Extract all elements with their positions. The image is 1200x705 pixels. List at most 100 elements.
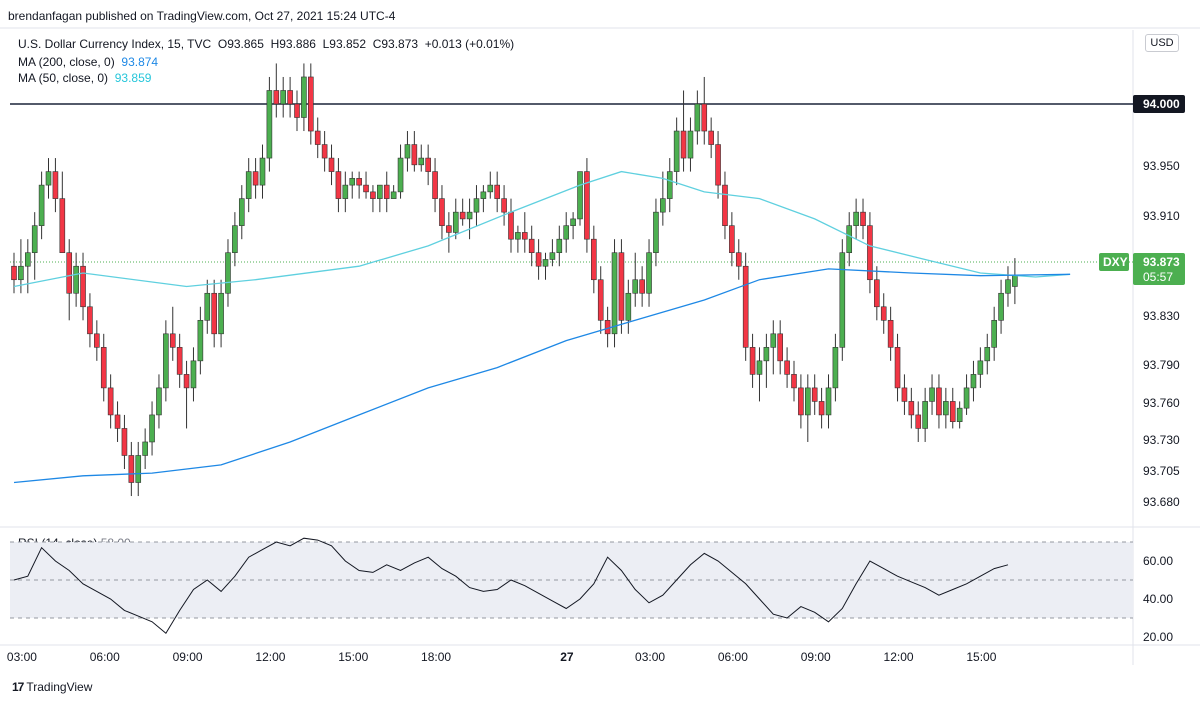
candle-body bbox=[680, 130, 687, 159]
candle-body bbox=[591, 238, 597, 281]
candle-body bbox=[832, 347, 839, 389]
candle-body bbox=[708, 130, 714, 145]
price-axis-label: 93.830 bbox=[1143, 309, 1180, 323]
candle-body bbox=[225, 252, 231, 294]
candle-body bbox=[169, 333, 176, 348]
candle-body bbox=[639, 279, 645, 294]
candle-body bbox=[432, 171, 438, 199]
candle-body bbox=[984, 347, 991, 362]
ma200-line bbox=[13, 268, 1071, 484]
price-axis-label: 93.910 bbox=[1143, 209, 1180, 223]
candle-body bbox=[660, 198, 666, 213]
price-axis-label: 93.950 bbox=[1143, 159, 1180, 173]
candle-body bbox=[729, 225, 735, 254]
candle-body bbox=[197, 319, 204, 362]
candle-body bbox=[149, 414, 155, 443]
candle-body bbox=[874, 279, 880, 308]
rsi-axis-label: 20.00 bbox=[1143, 630, 1173, 644]
candle-body bbox=[301, 76, 307, 118]
candle-body bbox=[735, 252, 742, 267]
candle-body bbox=[597, 279, 604, 321]
ohlc-close: C93.873 bbox=[372, 37, 419, 51]
candle-body bbox=[204, 292, 211, 321]
candle-body bbox=[929, 387, 935, 402]
candle-body bbox=[715, 144, 721, 186]
price-axis-label: 93.760 bbox=[1143, 396, 1180, 410]
candle-body bbox=[611, 252, 618, 335]
candle-body bbox=[846, 225, 853, 254]
candle-body bbox=[308, 76, 314, 132]
candle-body bbox=[798, 387, 804, 416]
candle-body bbox=[390, 191, 397, 199]
candle-body bbox=[825, 387, 832, 416]
candle-body bbox=[867, 225, 873, 281]
symbol-legend: U.S. Dollar Currency Index, 15, TVC O93.… bbox=[18, 37, 514, 51]
candle-body bbox=[232, 225, 238, 254]
symbol-tag bbox=[1099, 253, 1129, 271]
candle-body bbox=[673, 130, 680, 172]
ma200-legend[interactable]: MA (200, close, 0) 93.874 bbox=[18, 55, 158, 69]
candle-body bbox=[349, 178, 356, 186]
candle-body bbox=[791, 374, 797, 389]
ma50-legend[interactable]: MA (50, close, 0) 93.859 bbox=[18, 71, 151, 85]
candle-body bbox=[922, 401, 928, 429]
candle-body bbox=[784, 360, 790, 375]
time-axis-label: 03:00 bbox=[7, 650, 37, 664]
hline-price-tag bbox=[1133, 95, 1185, 113]
candle-body bbox=[777, 333, 783, 362]
candle-body bbox=[128, 455, 135, 483]
candle-body bbox=[521, 232, 528, 240]
candle-body bbox=[446, 225, 452, 233]
time-axis-label: 12:00 bbox=[884, 650, 914, 664]
ma50-value: 93.859 bbox=[114, 71, 152, 85]
candle-body bbox=[238, 198, 245, 226]
candle-body bbox=[494, 184, 500, 199]
footer-brand[interactable]: 17 TradingView bbox=[12, 680, 92, 694]
candle-body bbox=[135, 455, 142, 483]
candle-body bbox=[142, 441, 148, 456]
candle-body bbox=[294, 103, 300, 118]
candle-body bbox=[259, 157, 266, 186]
candle-body bbox=[211, 292, 217, 335]
candle-body bbox=[956, 407, 963, 422]
candle-body bbox=[563, 225, 570, 240]
candle-body bbox=[901, 387, 908, 402]
candle-body bbox=[949, 401, 956, 422]
candle-body bbox=[466, 211, 473, 220]
candle-body bbox=[439, 198, 445, 226]
candle-body bbox=[480, 191, 487, 199]
candle-body bbox=[535, 252, 542, 267]
rsi-axis-label: 60.00 bbox=[1143, 554, 1173, 568]
candle-body bbox=[542, 259, 549, 267]
candle-body bbox=[570, 218, 576, 226]
candle-body bbox=[356, 178, 362, 186]
candle-body bbox=[604, 319, 611, 335]
candle-body bbox=[363, 184, 369, 193]
candle-body bbox=[887, 319, 894, 348]
candle-body bbox=[811, 387, 818, 402]
candle-body bbox=[880, 306, 887, 321]
candle-body bbox=[860, 211, 866, 226]
publisher-line: brendanfagan published on TradingView.co… bbox=[8, 9, 396, 23]
symbol-tag-label: DXY bbox=[1103, 255, 1128, 269]
ma200-label: MA (200, close, 0) bbox=[18, 55, 115, 69]
symbol-name[interactable]: U.S. Dollar Currency Index, 15, TVC bbox=[18, 37, 212, 51]
candle-body bbox=[963, 387, 970, 409]
candle-body bbox=[11, 265, 17, 281]
candle-body bbox=[763, 347, 770, 362]
time-axis-label: 12:00 bbox=[255, 650, 285, 664]
candle-body bbox=[618, 252, 625, 321]
candle-body bbox=[818, 401, 825, 416]
candle-body bbox=[515, 232, 521, 240]
candle-body bbox=[425, 157, 431, 172]
candle-body bbox=[742, 265, 749, 348]
ma50-line bbox=[13, 170, 1071, 288]
candle-body bbox=[701, 103, 708, 132]
currency-button[interactable]: USD bbox=[1145, 34, 1179, 52]
candle-body bbox=[804, 387, 811, 416]
candle-body bbox=[943, 401, 949, 416]
bar-countdown-label: 05:57 bbox=[1143, 270, 1173, 284]
candle-body bbox=[190, 360, 197, 389]
last-price-tag bbox=[1133, 253, 1185, 285]
